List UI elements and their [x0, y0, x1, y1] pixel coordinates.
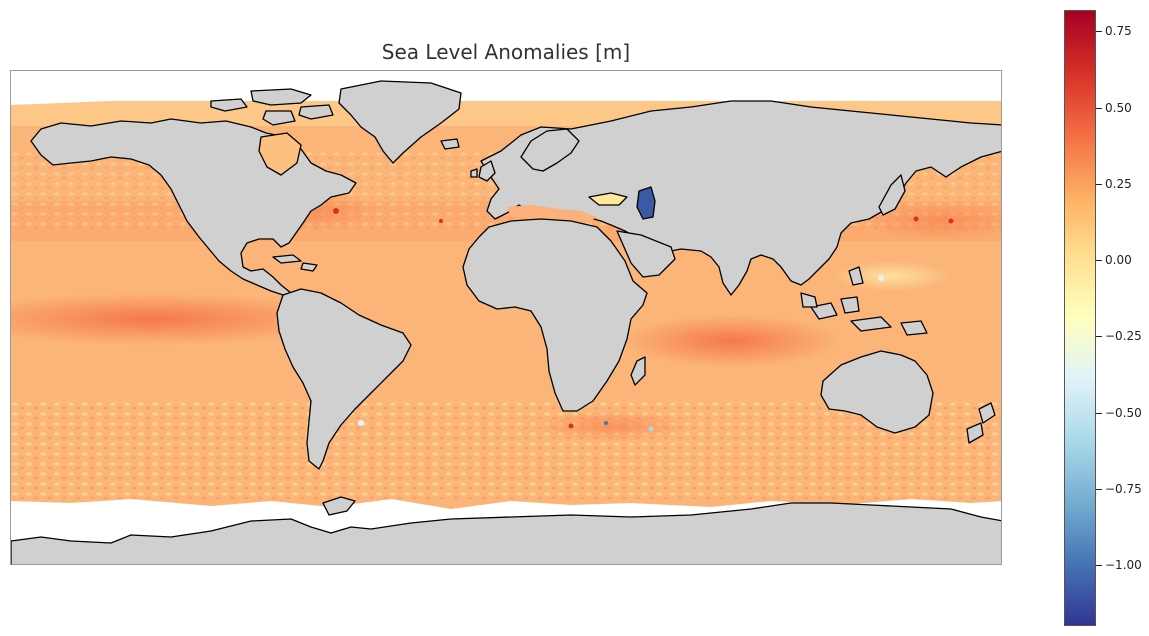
colorbar-tick: [1096, 336, 1102, 338]
scandinavia: [520, 128, 580, 172]
colorbar-tick-label: 0.00: [1105, 253, 1132, 268]
colorbar-tick: [1096, 183, 1102, 185]
colorbar-tick-label: −0.50: [1105, 405, 1142, 420]
africa: [462, 218, 648, 412]
world-map: [11, 71, 1001, 564]
colorbar-tick: [1096, 412, 1102, 414]
colorbar-tick-label: −0.25: [1105, 329, 1142, 344]
arctic-islands: [250, 88, 312, 106]
colorbar-tick: [1096, 107, 1102, 109]
colorbar-tick-label: 0.75: [1105, 24, 1132, 39]
colorbar: [1064, 10, 1096, 626]
colorbar-tick: [1096, 565, 1102, 566]
colorbar-tick-label: 0.50: [1105, 100, 1132, 115]
map-plot-area[interactable]: [10, 70, 1002, 565]
australia: [820, 350, 934, 434]
antarctica: [11, 502, 1001, 564]
colorbar-tick-label: −1.00: [1105, 558, 1142, 572]
map-title: Sea Level Anomalies [m]: [381, 40, 631, 64]
colorbar-tick-label: −0.75: [1105, 481, 1142, 496]
land-masses: [11, 80, 1001, 564]
colorbar-tick: [1096, 31, 1102, 33]
colorbar-tick-label: 0.25: [1105, 176, 1132, 191]
greenland: [338, 80, 462, 164]
caspian-sea: [636, 186, 656, 220]
colorbar-tick: [1096, 260, 1102, 262]
south-america: [276, 288, 412, 470]
colorbar-tick: [1096, 488, 1102, 490]
